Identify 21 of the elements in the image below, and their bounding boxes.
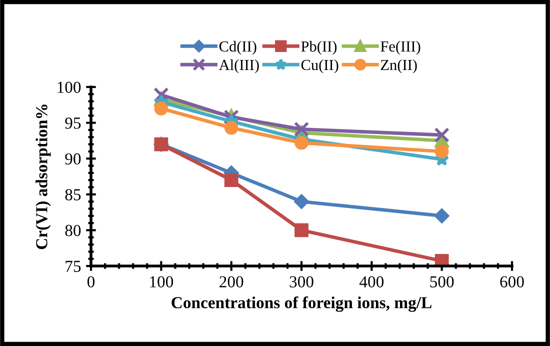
- x-tick-label: 300: [290, 276, 314, 288]
- x-axis-title: Concentrations of foreign ions, mg/L: [172, 296, 432, 312]
- legend-label: Cd(II): [219, 40, 256, 55]
- legend-label: Al(III): [218, 59, 259, 74]
- x-tick-label: 200: [220, 276, 244, 288]
- x-tick-label: 400: [359, 276, 384, 288]
- x-tick-label: 0: [87, 276, 95, 288]
- y-tick-label: 75: [66, 260, 81, 272]
- legend-label: Zn(II): [380, 59, 417, 74]
- y-tick-label: 90: [65, 153, 81, 165]
- legend-label: Fe(III): [380, 40, 420, 55]
- y-tick-label: 85: [65, 189, 81, 200]
- y-tick-label: 80: [65, 224, 81, 236]
- y-tick-label: 100: [58, 82, 81, 93]
- x-tick-label: 600: [500, 276, 524, 288]
- x-tick-label: 100: [150, 276, 174, 288]
- legend-label: Pb(II): [301, 40, 337, 55]
- x-tick-label: 500: [430, 276, 454, 288]
- y-tick-label: 95: [65, 118, 81, 129]
- legend-label: Cu(II): [301, 59, 338, 74]
- y-axis-title: Cr(VI) adsorption%: [36, 104, 51, 250]
